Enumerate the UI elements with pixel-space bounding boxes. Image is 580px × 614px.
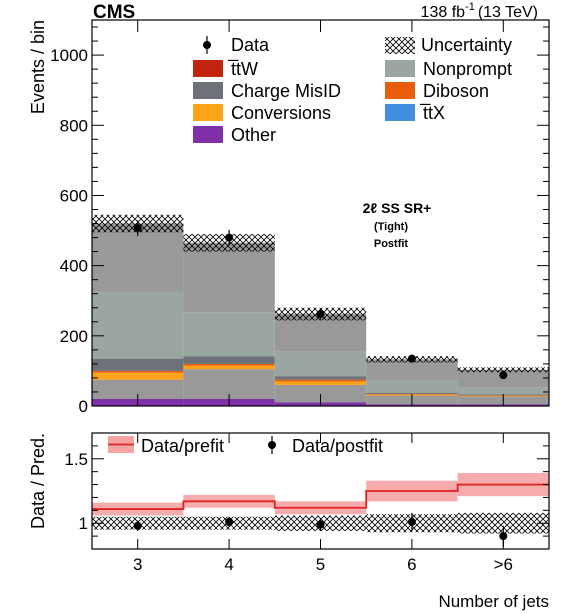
energy-label: (13 TeV) — [478, 4, 538, 21]
bar-ttw-1 — [183, 242, 275, 313]
data-point-1 — [225, 233, 234, 242]
y-tick-label: 1000 — [50, 46, 88, 65]
bar-nonprompt-4 — [457, 387, 549, 395]
legend-postfit-label: Data/postfit — [292, 436, 383, 456]
ratio-y-tick-label: 1 — [79, 514, 88, 533]
legend-uncertainty-label: Uncertainty — [421, 35, 512, 55]
x-tick-label: 4 — [224, 555, 233, 574]
experiment-label: CMS — [93, 2, 135, 23]
prefit-line — [92, 483, 549, 510]
x-tick-label: 5 — [316, 555, 325, 574]
bar-ttw-3 — [366, 359, 458, 381]
bar-ttx-0 — [92, 379, 184, 399]
bar-diboson-2 — [274, 379, 367, 382]
bar-conversions-2 — [274, 381, 367, 385]
legend-label-ttx: t̅tX — [419, 103, 445, 123]
legend-label-conversions: Conversions — [231, 103, 331, 123]
fit-stage-label: Postfit — [374, 238, 409, 250]
legend-label-diboson: Diboson — [423, 81, 489, 101]
legend-swatch-conversions — [193, 104, 223, 121]
data-point-2 — [316, 310, 325, 319]
x-tick-label: 3 — [133, 555, 142, 574]
data-point-3 — [407, 354, 416, 363]
legend-data-marker — [203, 41, 211, 49]
y-axis-title: Events / bin — [28, 20, 48, 114]
region-label: 2ℓ SS SR+ — [363, 200, 432, 216]
bar-chargemisid-1 — [183, 356, 275, 364]
legend-data-label: Data — [231, 35, 270, 55]
uncertainty-band-4 — [457, 367, 549, 373]
bar-diboson-0 — [92, 370, 184, 373]
bar-diboson-1 — [183, 363, 275, 366]
ratio-y-axis-title: Data / Pred. — [28, 433, 48, 529]
postfit-point-0 — [133, 521, 142, 530]
ratio-panel — [92, 472, 549, 547]
legend-swatch-diboson — [385, 82, 415, 99]
bar-conversions-0 — [92, 372, 184, 380]
bar-chargemisid-3 — [366, 392, 458, 395]
postfit-point-3 — [407, 517, 416, 526]
ratio-panel-frame: 1 1.5 3 4 5 6 >6 — [64, 432, 550, 574]
bar-ttx-2 — [274, 384, 367, 403]
bar-conversions-1 — [183, 365, 275, 370]
postfit-point-2 — [316, 520, 325, 529]
data-point-4 — [499, 371, 508, 380]
main-panel-frame: 0 200 400 600 800 1000 — [50, 19, 550, 416]
postfit-point-4 — [499, 532, 508, 541]
lumi-value: 138 fb — [421, 4, 466, 21]
lumi-exponent: -1 — [465, 1, 475, 13]
main-histogram-panel — [92, 214, 549, 406]
legend-swatch-nonprompt — [385, 60, 415, 77]
main-legend: Data Uncertainty t̅tW Nonprompt Charge MisID… — [193, 35, 512, 145]
legend-label-ttw: t̅tW — [227, 59, 258, 79]
bar-nonprompt-2 — [274, 351, 367, 377]
x-axis-title: Number of jets — [438, 592, 549, 611]
legend-label-nonprompt: Nonprompt — [423, 59, 512, 79]
y-tick-label: 400 — [60, 257, 88, 276]
ratio-uncertainty-4 — [457, 512, 549, 534]
legend-uncertainty-swatch — [385, 37, 415, 54]
legend-label-other: Other — [231, 125, 276, 145]
lumi-label: 138 fb-1 (13 TeV) — [421, 1, 538, 21]
bar-nonprompt-3 — [366, 380, 458, 393]
legend-swatch-ttx — [385, 104, 415, 121]
data-point-0 — [133, 224, 142, 233]
ratio-legend: Data/prefit Data/postfit — [108, 436, 383, 456]
legend-prefit-label: Data/prefit — [141, 436, 224, 456]
postfit-point-1 — [225, 517, 234, 526]
legend-label-chargemisid: Charge MisID — [231, 81, 341, 101]
legend-postfit-marker — [268, 441, 276, 449]
ratio-y-tick-label: 1.5 — [64, 450, 88, 469]
x-tick-label: >6 — [494, 555, 513, 574]
bar-nonprompt-1 — [183, 312, 275, 357]
selection-label: (Tight) — [374, 221, 408, 233]
legend-swatch-ttw — [193, 60, 223, 77]
legend-swatch-chargemisid — [193, 82, 223, 99]
y-tick-label: 600 — [60, 186, 88, 205]
bar-nonprompt-0 — [92, 291, 184, 359]
bar-chargemisid-2 — [274, 376, 367, 380]
y-tick-label: 0 — [79, 397, 88, 416]
x-tick-label: 6 — [407, 555, 416, 574]
y-tick-label: 800 — [60, 116, 88, 135]
legend-swatch-other — [193, 126, 223, 143]
bar-chargemisid-0 — [92, 358, 184, 371]
y-tick-label: 200 — [60, 327, 88, 346]
